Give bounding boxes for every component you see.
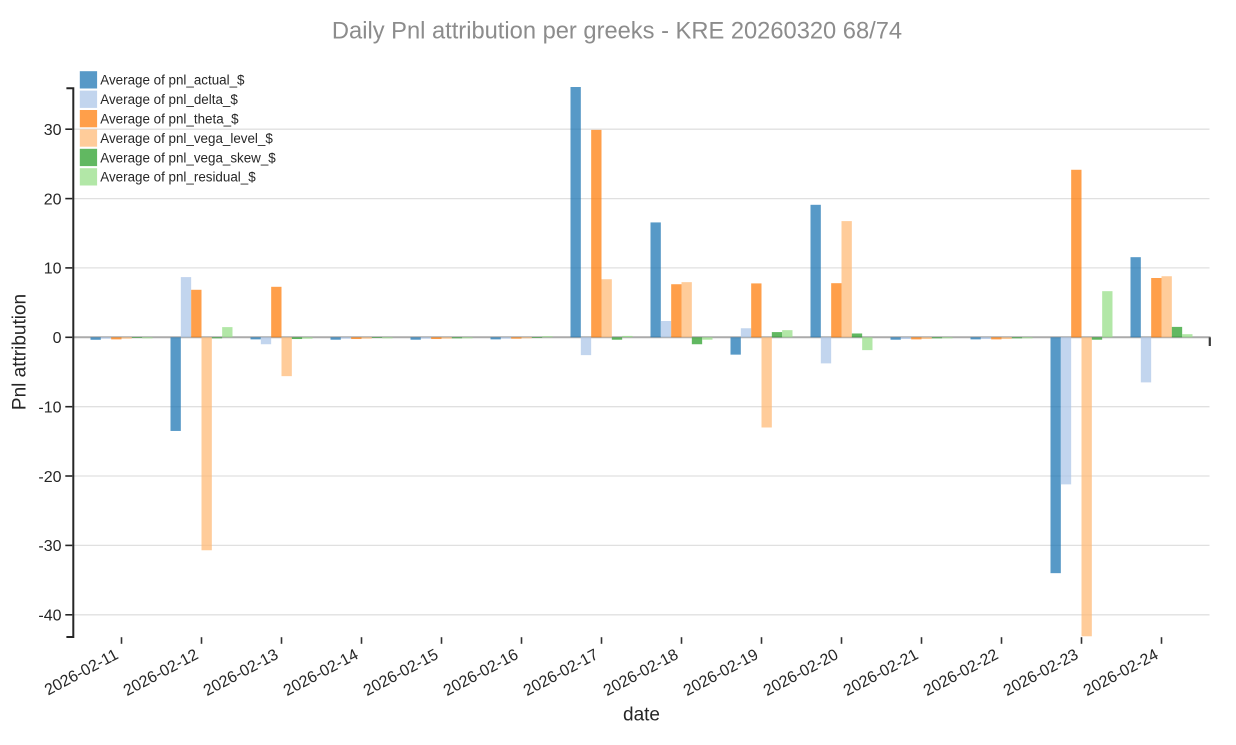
svg-text:30: 30 (44, 122, 62, 139)
svg-text:-10: -10 (38, 400, 61, 417)
svg-text:-30: -30 (38, 538, 61, 555)
svg-text:-20: -20 (38, 469, 61, 486)
svg-text:Daily Pnl attribution per gree: Daily Pnl attribution per greeks - KRE 2… (332, 19, 902, 45)
svg-text:10: 10 (44, 261, 62, 278)
svg-text:Average of pnl_vega_level_$: Average of pnl_vega_level_$ (100, 131, 273, 146)
svg-text:Average of pnl_actual_$: Average of pnl_actual_$ (100, 73, 245, 88)
svg-text:Average of pnl_delta_$: Average of pnl_delta_$ (100, 92, 238, 107)
svg-text:Pnl attribution: Pnl attribution (10, 294, 31, 410)
svg-text:Average of pnl_residual_$: Average of pnl_residual_$ (100, 170, 256, 185)
svg-text:20: 20 (44, 191, 62, 208)
svg-text:0: 0 (53, 330, 62, 347)
svg-text:Average of pnl_theta_$: Average of pnl_theta_$ (100, 112, 239, 127)
svg-text:-40: -40 (38, 608, 61, 625)
svg-text:Average of pnl_vega_skew_$: Average of pnl_vega_skew_$ (100, 150, 276, 165)
svg-text:date: date (623, 704, 660, 725)
